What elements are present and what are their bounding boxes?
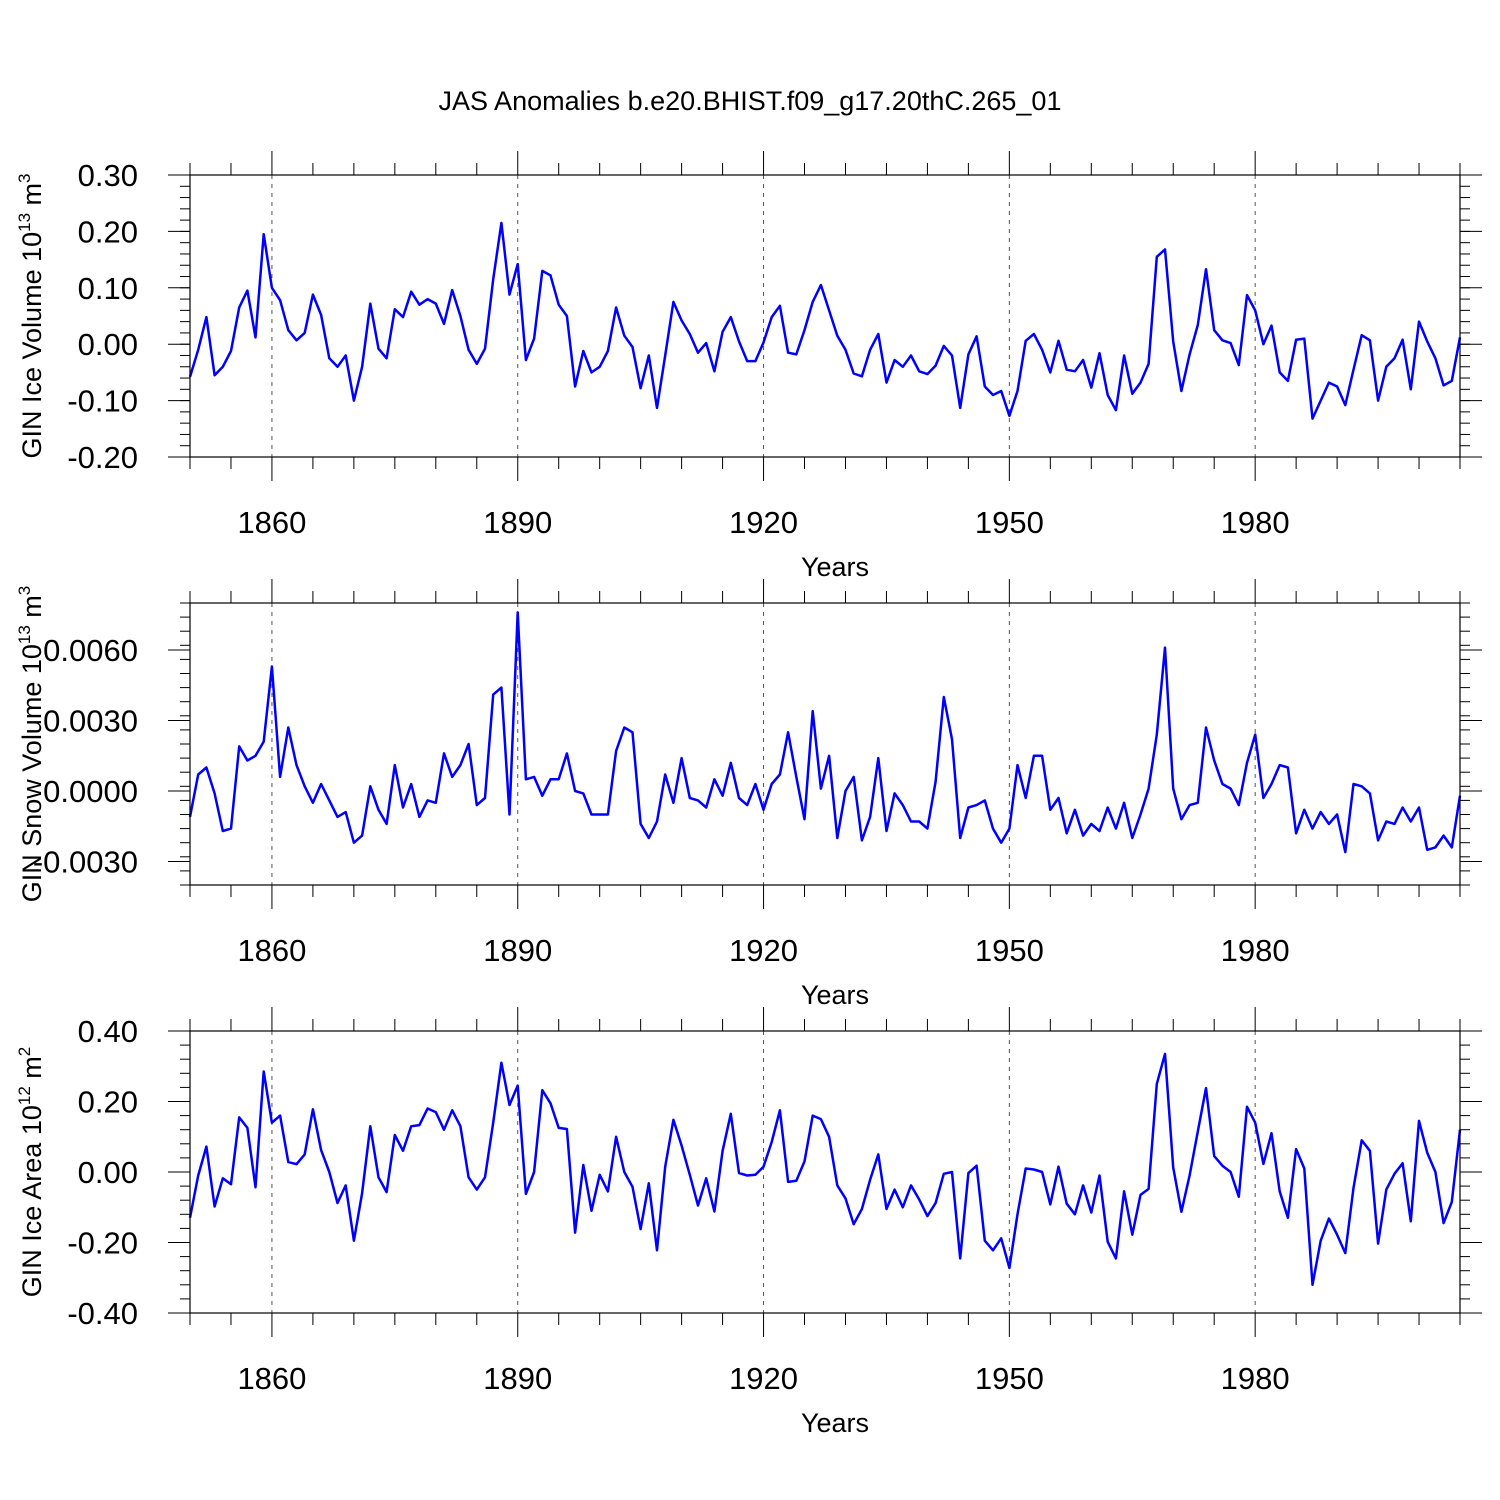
panel3-xtick-label-1980: 1980 — [1221, 1361, 1290, 1396]
panel1-ytick-label-0: -0.20 — [67, 440, 138, 475]
panel2-xtick-label-1890: 1890 — [483, 933, 552, 968]
panel1-x-axis-label: Years — [801, 552, 869, 582]
panel1-plot-frame — [189, 174, 1461, 458]
panel1-ytick-label-3: 0.10 — [78, 271, 138, 306]
panel1-xtick-label-1860: 1860 — [237, 505, 306, 540]
panel2-y-axis-label-part-3: 3 — [15, 586, 34, 595]
panel1-xtick-label-1920: 1920 — [729, 505, 798, 540]
panel3-y-axis-label-part-2: m — [17, 1056, 47, 1086]
panel2-x-axis-label: Years — [801, 980, 869, 1010]
chart-panel-2: 1860 1890 1920 1950 1980 -0.0030 0.0000 0.0030 0… — [15, 579, 1482, 1010]
panel1-y-axis-label-part-0: GIN Ice Volume 10 — [17, 232, 47, 459]
panel2-xtick-label-1950: 1950 — [975, 933, 1044, 968]
panel1-ytick-label-1: -0.10 — [67, 384, 138, 419]
chart-panel-3: 1860 1890 1920 1950 1980 -0.40 -0.20 0.00 0.20 0.… — [15, 1007, 1482, 1438]
panel2-y-axis-label-part-1: 13 — [15, 625, 34, 644]
panel3-xtick-label-1920: 1920 — [729, 1361, 798, 1396]
panel3-x-axis-label: Years — [801, 1408, 869, 1438]
panel2-ytick-label-2: 0.0030 — [43, 704, 138, 739]
chart-panel-1: 1860 1890 1920 1950 1980 -0.20 -0.10 0.00 0.10 0.… — [15, 151, 1482, 582]
panel3-ytick-label-4: 0.40 — [78, 1014, 138, 1049]
panel3-data-line — [188, 1052, 1462, 1287]
panel3-y-axis-label-part-3: 2 — [15, 1047, 34, 1056]
panel1-data-line — [188, 221, 1462, 420]
panel2-data-line — [188, 611, 1462, 854]
panel1-y-axis-label-part-2: m — [17, 183, 47, 213]
panel1-y-axis-label-part-1: 13 — [15, 213, 34, 232]
panel1-xtick-label-1950: 1950 — [975, 505, 1044, 540]
panel1-y-axis-label-part-3: 3 — [15, 173, 34, 182]
panel2-y-axis-label: GIN Snow Volume 1013 m3 — [15, 586, 47, 903]
panel2-xtick-label-1980: 1980 — [1221, 933, 1290, 968]
panel3-plot-frame — [189, 1030, 1461, 1314]
panel3-ytick-label-1: -0.20 — [67, 1226, 138, 1261]
panel2-xtick-label-1920: 1920 — [729, 933, 798, 968]
panel3-y-axis-label-part-1: 12 — [15, 1086, 34, 1105]
panel2-y-axis-label-part-0: GIN Snow Volume 10 — [17, 644, 47, 902]
panel1-xtick-label-1890: 1890 — [483, 505, 552, 540]
page-title: JAS Anomalies b.e20.BHIST.f09_g17.20thC.… — [438, 86, 1062, 116]
panel3-xtick-label-1890: 1890 — [483, 1361, 552, 1396]
panel2-xtick-label-1860: 1860 — [237, 933, 306, 968]
panel3-y-axis-label-part-0: GIN Ice Area 10 — [17, 1105, 47, 1297]
panel2-y-axis-label-part-2: m — [17, 595, 47, 625]
panel2-plot-frame — [189, 602, 1461, 886]
panel1-ytick-label-5: 0.30 — [78, 158, 138, 193]
panel3-y-axis-label: GIN Ice Area 1012 m2 — [15, 1047, 47, 1298]
panel1-ytick-label-4: 0.20 — [78, 214, 138, 249]
panel3-ytick-label-2: 0.00 — [78, 1155, 138, 1190]
panel3-xtick-label-1950: 1950 — [975, 1361, 1044, 1396]
panel3-ytick-label-3: 0.20 — [78, 1085, 138, 1120]
panel2-ytick-label-3: 0.0060 — [43, 633, 138, 668]
panel1-xtick-label-1980: 1980 — [1221, 505, 1290, 540]
panel2-ytick-label-1: 0.0000 — [43, 774, 138, 809]
panel3-xtick-label-1860: 1860 — [237, 1361, 306, 1396]
panel1-y-axis-label: GIN Ice Volume 1013 m3 — [15, 173, 47, 458]
panel1-ytick-label-2: 0.00 — [78, 327, 138, 362]
panel2-ytick-label-0: -0.0030 — [33, 845, 138, 880]
panel3-ytick-label-0: -0.40 — [67, 1296, 138, 1331]
